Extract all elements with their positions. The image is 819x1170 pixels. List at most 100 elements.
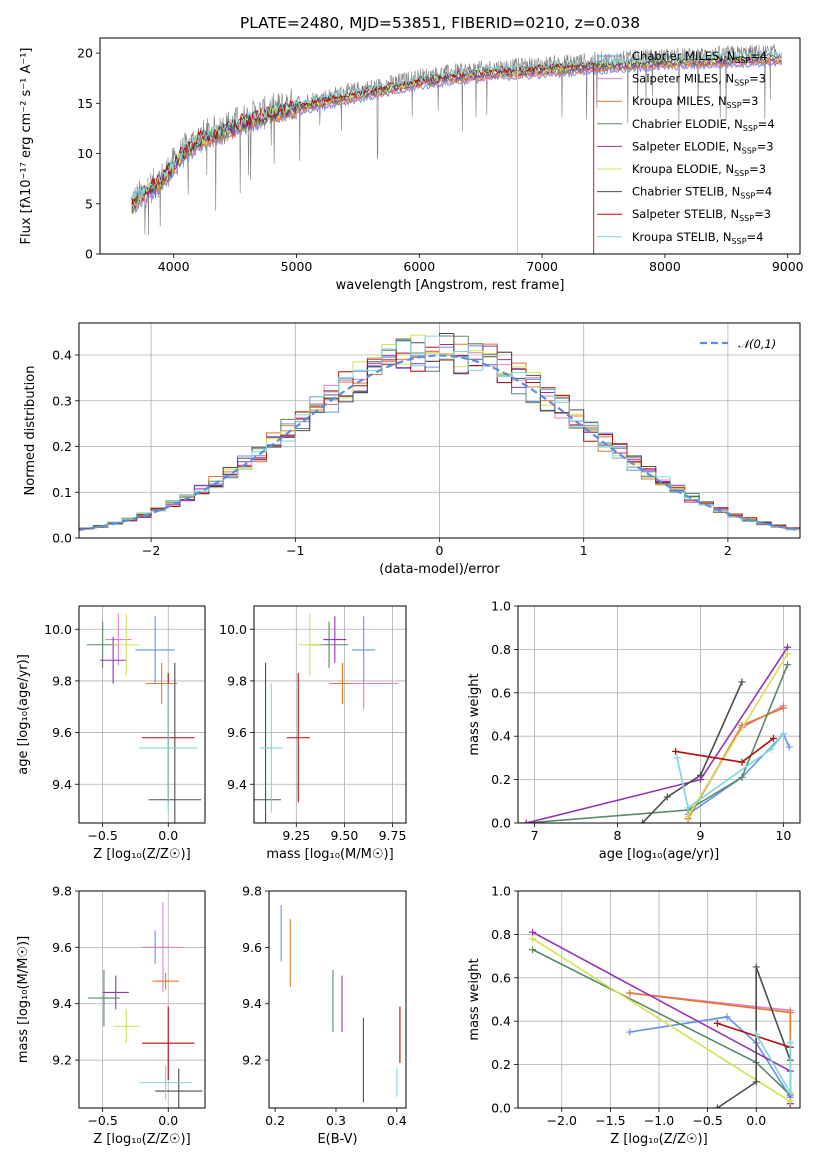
y-tick-label: 0.6: [491, 685, 511, 700]
x-tick-label: 9000: [772, 259, 804, 274]
y-tick-label: 9.4: [52, 996, 72, 1011]
y-axis-label: Flux [fλ10⁻¹⁷ erg cm⁻² s⁻¹ A⁻¹]: [19, 48, 34, 245]
y-tick-label: 9.8: [242, 884, 262, 899]
weight-lines: [522, 643, 793, 823]
chabrier-stelib-marker: [738, 678, 746, 686]
y-tick-label: 10: [77, 146, 93, 161]
legend-entry: Chabrier STELIB, NSSP=4: [632, 185, 772, 201]
salpeter-stelib-model-line: [131, 59, 595, 254]
x-tick-label: 8000: [649, 259, 681, 274]
y-tick-label: 9.6: [52, 940, 72, 955]
legend-suffix: =4: [755, 185, 772, 199]
x-tick-label: −2: [142, 543, 160, 558]
kroupa-elodie-marker: [529, 935, 537, 943]
x-axis-label: Z [log₁₀(Z/Z☉)]: [93, 1132, 190, 1147]
chabrier-elodie-marker: [784, 661, 792, 669]
y-tick-label: 9.6: [227, 725, 247, 740]
legend-suffix: =3: [749, 162, 766, 176]
y-tick-label: 9.2: [52, 1053, 72, 1068]
legend-subscript: SSP: [732, 237, 747, 246]
axes-frame: [78, 890, 206, 1109]
x-tick-label: 0: [436, 543, 444, 558]
salpeter-elodie-marker: [522, 819, 530, 823]
kroupa-stelib-weight-line: [676, 733, 785, 810]
y-tick-label: 0.3: [52, 393, 72, 408]
x-tick-label: −1: [286, 543, 304, 558]
x-tick-label: −0.5: [87, 828, 117, 843]
y-tick-label: 5: [85, 196, 93, 211]
kroupa-stelib-marker: [767, 745, 775, 753]
chabrier-stelib-marker: [713, 1104, 721, 1108]
y-tick-label: 9.4: [52, 777, 72, 792]
chabrier-elodie-weight-line: [532, 948, 791, 1096]
salpeter-stelib-marker: [769, 734, 777, 742]
errorbar-markers: [86, 613, 202, 823]
y-tick-label: 0.6: [491, 970, 511, 985]
kroupa-miles-marker: [779, 704, 787, 712]
y-tick-label: 9.4: [242, 996, 262, 1011]
y-axis-label: mass weight: [467, 958, 482, 1040]
y-tick-label: 10.0: [219, 622, 247, 637]
mass-weight-vs-metallicity-panel: −2.0 −1.5 −1.0 −0.5 0.0 0.0 0.2 0.4 0.6 0.8 1.0 Z […: [467, 884, 801, 1147]
y-tick-label: 0.0: [52, 531, 72, 546]
x-tick-label: 0.4: [387, 1113, 407, 1128]
x-axis-label: Z [log₁₀(Z/Z☉)]: [610, 1132, 707, 1147]
y-tick-label: 0.8: [491, 927, 511, 942]
legend-entry: Salpeter STELIB, NSSP=3: [632, 207, 771, 223]
chabrier-miles-marker: [723, 1013, 731, 1021]
y-tick-label: 0.4: [491, 1014, 511, 1029]
x-tick-label: 5000: [281, 259, 313, 274]
y-tick-label: 0.0: [491, 1101, 511, 1116]
legend-entry: Salpeter ELODIE, NSSP=3: [632, 139, 774, 155]
y-tick-label: 0.4: [491, 729, 511, 744]
kroupa-elodie-marker: [786, 1097, 794, 1105]
x-tick-label: 0.0: [746, 1113, 766, 1128]
salpeter-stelib-marker: [738, 758, 746, 766]
mass-weight-vs-age-panel: 7 8 9 10 0.0 0.2 0.4 0.6 0.8 1.0 age [log₁₀(age/yr…: [467, 599, 801, 862]
y-tick-label: 0.0: [491, 816, 511, 831]
legend-entry: Chabrier ELODIE, NSSP=4: [632, 117, 775, 133]
salpeter-elodie-marker: [784, 643, 792, 651]
x-tick-label: 0.0: [158, 828, 178, 843]
chabrier-stelib-weight-line: [716, 966, 792, 1108]
y-tick-label: 0.2: [52, 439, 72, 454]
y-tick-label: 9.2: [242, 1053, 262, 1068]
x-axis-label: (data-model)/error: [379, 562, 500, 577]
y-tick-label: 15: [77, 96, 93, 111]
x-axis-label: mass [log₁₀(M/M☉)]: [266, 847, 393, 862]
chabrier-stelib-marker: [752, 963, 760, 971]
kroupa-miles-marker: [626, 989, 634, 997]
y-tick-label: 0.4: [52, 348, 72, 363]
errorbar-markers: [254, 613, 399, 823]
x-tick-label: 9.50: [331, 828, 359, 843]
legend-suffix: =4: [747, 230, 764, 244]
legend-label: Salpeter STELIB, N: [632, 207, 739, 221]
legend-subscript: SSP: [734, 169, 749, 178]
axes-frame: [268, 890, 407, 1109]
axes-frame: [78, 322, 801, 539]
legend-label: Salpeter MILES, N: [632, 72, 734, 86]
chabrier-stelib-marker: [696, 771, 704, 779]
axes-frame: [253, 605, 407, 824]
legend-subscript: SSP: [740, 192, 755, 201]
x-axis-label: age [log₁₀(age/yr)]: [599, 847, 720, 862]
salpeter-stelib-marker: [713, 1019, 721, 1027]
axes-frame: [517, 890, 801, 1109]
y-tick-label: 0.2: [491, 1057, 511, 1072]
chabrier-stelib-marker: [752, 1078, 760, 1086]
legend-suffix: =3: [757, 139, 774, 153]
y-tick-label: 1.0: [491, 884, 511, 899]
spectrum-lines: [130, 44, 783, 254]
chabrier-miles-marker: [626, 1028, 634, 1036]
legend-label: Chabrier ELODIE, N: [632, 117, 743, 131]
legend-subscript: SSP: [734, 79, 749, 88]
gaussian-reference-curve: [79, 354, 800, 532]
x-tick-label: 6000: [403, 259, 435, 274]
chabrier-elodie-marker: [738, 773, 746, 781]
x-tick-label: −1.5: [595, 1113, 625, 1128]
age-vs-metallicity-panel: −0.5 0.0 9.4 9.6 9.8 10.0 Z [log₁₀(Z/Z☉)] age […: [16, 605, 206, 862]
x-axis-label: wavelength [Angstrom, rest frame]: [336, 278, 565, 293]
y-axis-label: mass weight: [467, 673, 482, 755]
salpeter-stelib-marker: [672, 747, 680, 755]
